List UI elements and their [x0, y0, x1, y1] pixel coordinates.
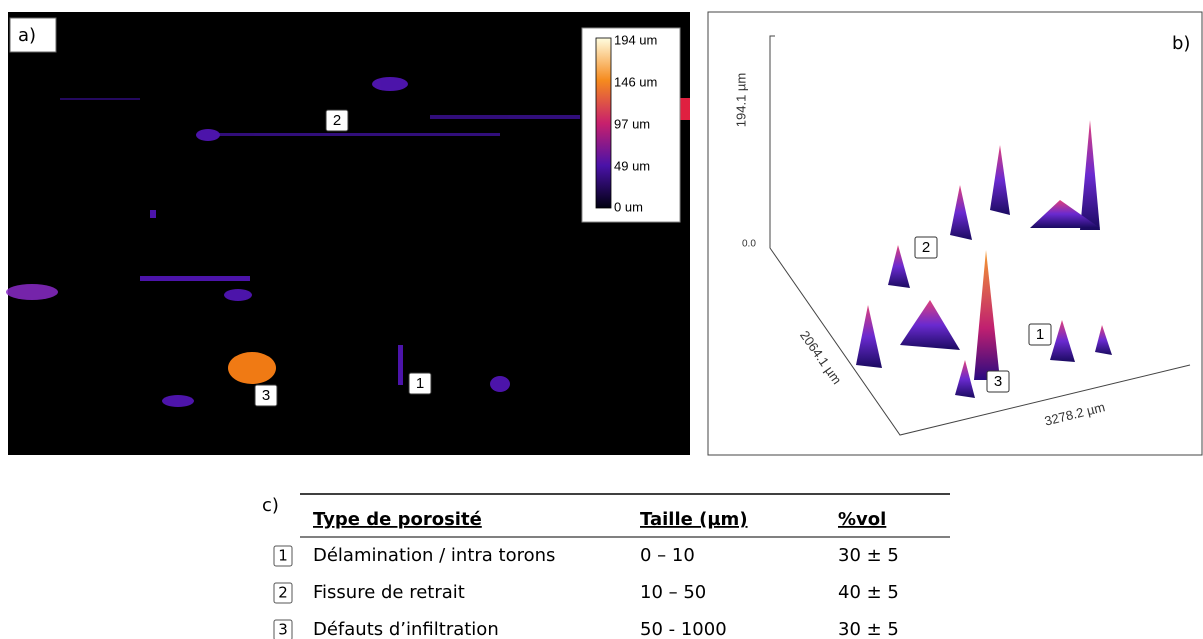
row-number-box: [273, 582, 293, 604]
row-number: 3: [278, 621, 288, 639]
table-cell: Délamination / intra torons: [313, 545, 555, 566]
table-header: Taille (µm): [640, 509, 748, 530]
colorbar-label: 146 um: [614, 74, 657, 89]
panel-b: b) 194.1 µm 0.0 2064.1 µm 3278.2 µm 2 1 …: [707, 11, 1203, 456]
height-map: [8, 12, 690, 455]
panel-label: b): [1172, 33, 1190, 54]
marker-box: [1028, 323, 1052, 346]
z-axis-label: 194.1 µm: [733, 73, 748, 127]
colorbar-label: 194 um: [614, 32, 657, 47]
colorbar-label: 49 um: [614, 158, 650, 173]
panel-c: c) Type de porosité Taille (µm) %vol 1 Dé…: [262, 493, 950, 639]
row-number-box: [273, 619, 293, 639]
marker-box: [408, 372, 432, 395]
marker: 1: [416, 375, 424, 392]
marker-box: [254, 384, 278, 407]
marker: 2: [922, 239, 930, 256]
row-number-box: [273, 545, 293, 567]
table-cell: 50 - 1000: [640, 619, 727, 639]
marker: 2: [333, 112, 341, 129]
surface-spikes: [856, 120, 1112, 398]
pore-large: [228, 352, 276, 384]
axes: [769, 35, 1191, 436]
marker: 3: [994, 373, 1002, 390]
table-body: 1 Délamination / intra torons 0 – 10 30 ± 5…: [273, 545, 899, 639]
marker-box: [914, 236, 938, 259]
panel-a: a) 194 um 146 um 97 um 49 um 0 um 2 1 3: [6, 12, 690, 455]
marker-box: [325, 109, 349, 132]
panel-label: c): [262, 495, 279, 516]
colorbar-label: 97 um: [614, 116, 650, 131]
table-cell: 30 ± 5: [838, 619, 899, 639]
table-cell: 40 ± 5: [838, 582, 899, 603]
table-cell: 0 – 10: [640, 545, 695, 566]
table-cell: Défauts d’infiltration: [313, 619, 499, 639]
pores: [6, 77, 580, 407]
panel-label: a): [18, 25, 36, 46]
table-header: Type de porosité: [313, 509, 482, 530]
marker: 3: [262, 387, 270, 404]
table-cell: 30 ± 5: [838, 545, 899, 566]
panel-label-box: [9, 17, 57, 53]
marker-box: [986, 370, 1010, 393]
row-number: 2: [278, 584, 288, 602]
row-number: 1: [278, 547, 288, 565]
z-origin-label: 0.0: [742, 239, 756, 250]
marker: 1: [1036, 326, 1044, 343]
table-header: %vol: [838, 509, 886, 530]
colorbar: [595, 37, 612, 209]
table-cell: Fissure de retrait: [313, 582, 465, 603]
table-cell: 10 – 50: [640, 582, 706, 603]
edge-spot: [680, 98, 690, 120]
colorbar-label: 0 um: [614, 199, 643, 214]
